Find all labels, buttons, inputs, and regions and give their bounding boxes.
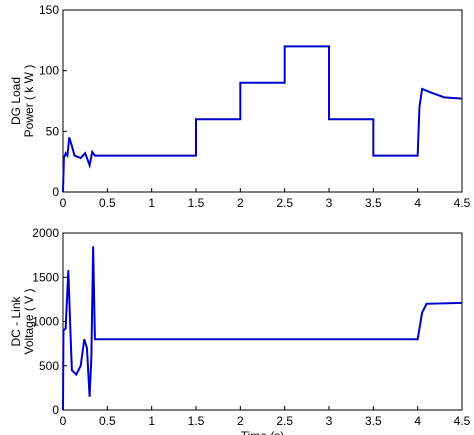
y-axis-label: DC - Link bbox=[9, 295, 23, 346]
y-tick-label: 50 bbox=[46, 124, 60, 138]
x-tick-label: 1 bbox=[148, 414, 155, 428]
data-line bbox=[62, 45, 463, 193]
x-tick-label: 1.5 bbox=[188, 196, 205, 210]
y-tick-label: 500 bbox=[39, 359, 59, 373]
x-tick-label: 3 bbox=[326, 414, 333, 428]
x-tick-label: 4 bbox=[414, 196, 421, 210]
x-tick-label: 4.5 bbox=[454, 196, 471, 210]
x-tick-label: 0 bbox=[60, 414, 67, 428]
y-axis-label: DG Load bbox=[9, 77, 23, 125]
plot-area bbox=[62, 232, 463, 411]
y-axis-label: Voltage ( V ) bbox=[22, 288, 36, 354]
x-tick-label: 1.5 bbox=[188, 414, 205, 428]
x-tick-label: 2 bbox=[237, 196, 244, 210]
plot-area bbox=[62, 9, 463, 193]
x-tick-label: 3 bbox=[326, 196, 333, 210]
x-tick-label: 2.5 bbox=[276, 196, 293, 210]
x-tick-label: 0.5 bbox=[99, 196, 116, 210]
y-tick-label: 1500 bbox=[32, 270, 59, 284]
y-tick-label: 2000 bbox=[32, 226, 59, 240]
data-line bbox=[62, 246, 463, 411]
x-tick-label: 0 bbox=[60, 196, 67, 210]
y-axis-label: Power ( k W ) bbox=[22, 65, 36, 138]
x-axis-label: Time (s) bbox=[241, 429, 285, 435]
x-tick-label: 2.5 bbox=[276, 414, 293, 428]
y-tick-label: 1000 bbox=[32, 315, 59, 329]
x-tick-label: 0.5 bbox=[99, 414, 116, 428]
x-tick-label: 3.5 bbox=[365, 414, 382, 428]
x-tick-label: 3.5 bbox=[365, 196, 382, 210]
x-tick-label: 4.5 bbox=[454, 414, 471, 428]
y-tick-label: 150 bbox=[39, 3, 59, 17]
x-tick-label: 4 bbox=[414, 414, 421, 428]
x-tick-label: 1 bbox=[148, 196, 155, 210]
y-tick-label: 0 bbox=[52, 403, 59, 417]
x-tick-label: 2 bbox=[237, 414, 244, 428]
y-tick-label: 0 bbox=[52, 185, 59, 199]
y-tick-label: 100 bbox=[39, 64, 59, 78]
